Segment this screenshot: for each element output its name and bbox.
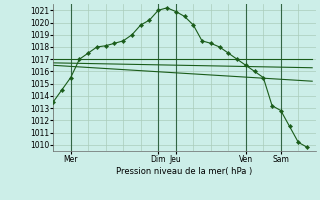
X-axis label: Pression niveau de la mer( hPa ): Pression niveau de la mer( hPa ): [116, 167, 252, 176]
